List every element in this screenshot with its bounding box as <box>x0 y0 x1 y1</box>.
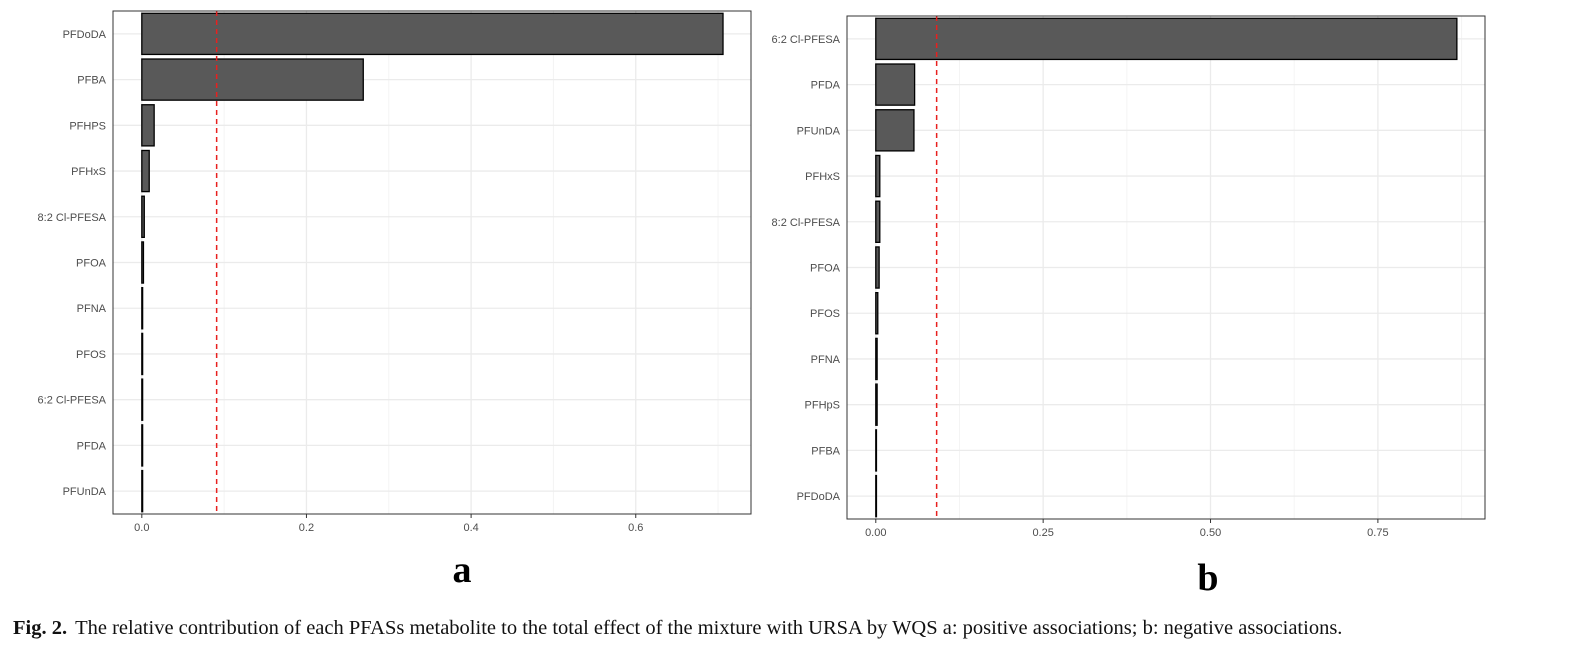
plot-frame <box>112 10 752 515</box>
y-tick-label: PFDoDA <box>63 29 107 41</box>
y-tick-label: PFHxS <box>805 171 840 183</box>
x-tick-label: 0.4 <box>463 522 478 534</box>
bar-pfba <box>875 429 878 472</box>
y-tick-label: PFOA <box>76 258 107 270</box>
caption-text: The relative contribution of each PFASs … <box>75 617 1343 639</box>
y-tick-label: PFBA <box>811 445 840 457</box>
y-tick-label: PFHxS <box>71 166 106 178</box>
x-tick-label: 0.75 <box>1367 527 1388 539</box>
y-tick-label: PFOA <box>810 263 841 275</box>
y-tick-label: PFHPS <box>69 120 106 132</box>
y-tick-label: PFHpS <box>805 400 840 412</box>
bar-pfba <box>141 58 364 101</box>
bar-pfdoda <box>141 12 724 56</box>
y-tick-label: 6:2 Cl-PFESA <box>38 395 107 407</box>
y-tick-label: 6:2 Cl-PFESA <box>772 34 841 46</box>
bar-pfoa <box>141 241 145 284</box>
bar-pfunda <box>875 109 915 152</box>
bar-pfda <box>875 63 916 106</box>
x-tick-label: 0.0 <box>134 522 149 534</box>
bar-8-2-cl-pfesa <box>875 200 881 243</box>
bar-6-2-cl-pfesa <box>875 17 1458 61</box>
bar-pfos <box>875 291 879 335</box>
bar-pfna <box>875 337 878 381</box>
panel-label: b <box>1197 557 1218 599</box>
bar-pfda <box>141 424 144 467</box>
bar-pfoa <box>875 246 880 289</box>
figure-charts: PFDoDA PFBA PFHPS PFHxS 8:2 Cl-PFESA PFOA PFNA… <box>38 10 1486 599</box>
y-tick-label: PFOS <box>76 349 106 361</box>
x-tick-label: 0.2 <box>299 522 314 534</box>
y-tick-label: PFUnDA <box>63 486 107 498</box>
x-tick-label: 0.6 <box>628 522 643 534</box>
bar-pfunda <box>141 469 144 513</box>
bar-pfdoda <box>875 474 878 518</box>
y-tick-label: PFOS <box>810 308 840 320</box>
y-tick-label: PFUnDA <box>797 125 841 137</box>
figure-caption: Fig. 2. The relative contribution of each… <box>13 617 1583 640</box>
bar-pfhxs <box>875 154 881 198</box>
y-tick-label: PFNA <box>77 303 107 315</box>
bar-pfna <box>141 286 144 330</box>
y-tick-label: PFNA <box>811 354 841 366</box>
y-tick-label: PFDoDA <box>797 491 841 503</box>
caption-label: Fig. 2. <box>13 617 68 639</box>
y-tick-label: 8:2 Cl-PFESA <box>772 217 841 229</box>
x-tick-label: 0.25 <box>1032 527 1053 539</box>
x-tick-label: 0.00 <box>865 527 886 539</box>
bar-pfhps <box>141 104 155 147</box>
chart-panel-a: PFDoDA PFBA PFHPS PFHxS 8:2 Cl-PFESA PFOA PFNA… <box>38 10 752 591</box>
bar-8-2-cl-pfesa <box>141 195 145 238</box>
x-tick-label: 0.50 <box>1200 527 1221 539</box>
y-tick-label: PFBA <box>77 75 106 87</box>
chart-panel-b: 6:2 Cl-PFESA PFDA PFUnDA PFHxS 8:2 Cl-PFESA P… <box>772 15 1486 599</box>
bar-pfos <box>141 332 144 376</box>
y-tick-label: PFDA <box>77 440 107 452</box>
bar-6-2-cl-pfesa <box>141 378 144 421</box>
plot-frame <box>846 15 1486 520</box>
bar-pfhps <box>875 383 878 426</box>
panel-label: a <box>453 549 472 591</box>
y-tick-label: PFDA <box>811 80 841 92</box>
y-tick-label: 8:2 Cl-PFESA <box>38 212 107 224</box>
bar-pfhxs <box>141 149 150 193</box>
